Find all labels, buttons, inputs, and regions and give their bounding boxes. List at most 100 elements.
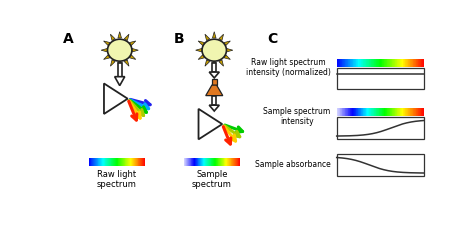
Bar: [203, 158, 204, 166]
Bar: [124, 158, 125, 166]
Bar: [373, 59, 374, 67]
Bar: [406, 108, 407, 116]
Bar: [89, 158, 90, 166]
Bar: [387, 108, 388, 116]
Bar: [422, 59, 423, 67]
Bar: [420, 59, 421, 67]
Bar: [94, 158, 95, 166]
Bar: [188, 158, 189, 166]
Bar: [423, 108, 424, 116]
Bar: [238, 158, 239, 166]
Bar: [108, 158, 109, 166]
Bar: [144, 158, 145, 166]
Bar: [110, 158, 111, 166]
Bar: [339, 108, 340, 116]
Bar: [129, 158, 130, 166]
Bar: [218, 158, 219, 166]
Bar: [382, 59, 383, 67]
Bar: [140, 158, 141, 166]
Bar: [368, 108, 370, 116]
Bar: [111, 158, 112, 166]
Bar: [343, 59, 344, 67]
Bar: [370, 59, 371, 67]
Bar: [185, 158, 186, 166]
Bar: [92, 158, 93, 166]
Bar: [128, 158, 129, 166]
Bar: [343, 59, 344, 67]
Bar: [355, 108, 356, 116]
Bar: [93, 158, 94, 166]
Text: C: C: [267, 33, 277, 47]
Bar: [387, 59, 388, 67]
Bar: [348, 59, 349, 67]
Polygon shape: [212, 32, 216, 38]
Bar: [402, 108, 404, 116]
Bar: [409, 108, 410, 116]
Bar: [232, 158, 233, 166]
Bar: [232, 158, 233, 166]
Bar: [395, 108, 396, 116]
Bar: [102, 158, 103, 166]
Bar: [402, 59, 404, 67]
Bar: [341, 59, 342, 67]
Bar: [388, 59, 389, 67]
Bar: [129, 158, 130, 166]
Bar: [410, 59, 411, 67]
Bar: [237, 158, 238, 166]
Bar: [132, 158, 133, 166]
Bar: [189, 158, 190, 166]
Bar: [199, 158, 200, 166]
Bar: [413, 59, 414, 67]
Bar: [133, 158, 134, 166]
Bar: [137, 158, 138, 166]
Bar: [225, 158, 226, 166]
Bar: [398, 59, 399, 67]
Bar: [212, 79, 217, 85]
Bar: [121, 158, 122, 166]
Bar: [234, 158, 235, 166]
Bar: [337, 154, 423, 176]
Bar: [376, 59, 377, 67]
Bar: [389, 59, 390, 67]
Bar: [386, 59, 387, 67]
Bar: [96, 158, 97, 166]
Bar: [376, 108, 378, 116]
Bar: [140, 158, 141, 166]
Bar: [212, 63, 216, 72]
Bar: [372, 59, 373, 67]
Polygon shape: [132, 49, 138, 52]
Polygon shape: [110, 34, 115, 40]
Bar: [227, 158, 228, 166]
Bar: [397, 108, 398, 116]
Bar: [420, 108, 421, 116]
Bar: [216, 158, 217, 166]
Bar: [399, 108, 400, 116]
Bar: [94, 158, 95, 166]
Bar: [353, 108, 355, 116]
Bar: [118, 158, 119, 166]
Bar: [392, 108, 393, 116]
Bar: [115, 158, 116, 166]
Bar: [386, 108, 387, 116]
Bar: [362, 59, 363, 67]
Polygon shape: [124, 60, 129, 66]
Bar: [400, 59, 401, 67]
Bar: [202, 158, 203, 166]
Bar: [402, 108, 403, 116]
Bar: [188, 158, 189, 166]
Bar: [142, 158, 143, 166]
Polygon shape: [104, 41, 110, 46]
Bar: [412, 59, 413, 67]
Bar: [141, 158, 142, 166]
Bar: [106, 158, 107, 166]
Bar: [208, 158, 209, 166]
Bar: [116, 158, 117, 166]
Bar: [228, 158, 229, 166]
Bar: [357, 59, 358, 67]
Bar: [192, 158, 193, 166]
Bar: [138, 158, 139, 166]
Bar: [408, 108, 409, 116]
Bar: [233, 158, 234, 166]
Bar: [401, 59, 402, 67]
Bar: [421, 108, 422, 116]
